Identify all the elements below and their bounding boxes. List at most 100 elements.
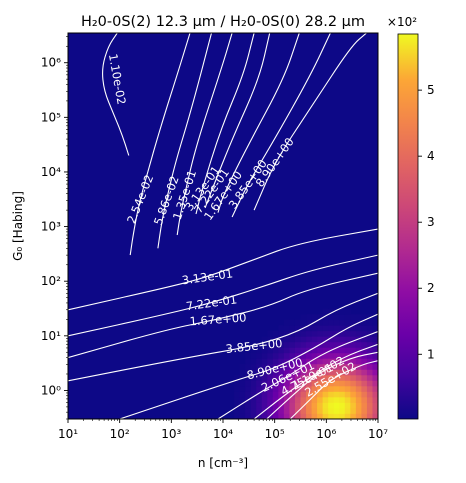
colorbar-gradient <box>397 33 419 420</box>
heatmap-cell <box>234 385 241 392</box>
heatmap-cell <box>328 385 335 392</box>
heatmap-cell <box>306 385 312 392</box>
heatmap-cell <box>283 385 290 392</box>
heatmap-cell <box>322 369 329 376</box>
heatmap-cell <box>250 374 257 381</box>
heatmap-cell <box>328 358 335 365</box>
heatmap-cell <box>311 325 318 332</box>
heatmap-cell <box>283 330 290 337</box>
heatmap-cell <box>372 319 378 326</box>
heatmap-cell <box>278 374 285 381</box>
heatmap-cell <box>294 391 301 398</box>
heatmap-cell <box>361 402 368 409</box>
y-axis-label: G₀ [Habing] <box>11 191 25 261</box>
heatmap-cell <box>366 363 373 370</box>
heatmap-cell <box>261 347 268 354</box>
heatmap-cell <box>289 330 296 337</box>
heatmap-cell <box>245 363 252 370</box>
heatmap-cell <box>355 407 362 414</box>
heatmap-cell <box>322 413 329 419</box>
heatmap-cell <box>234 374 241 381</box>
heatmap-cell <box>294 341 301 348</box>
heatmap-cell <box>317 358 324 365</box>
heatmap-cell <box>250 363 257 370</box>
heatmap-cell <box>372 330 378 337</box>
heatmap-cell <box>344 341 351 348</box>
heatmap-cell <box>328 314 335 321</box>
x-tick-label: 10⁶ <box>316 427 336 441</box>
heatmap-cell <box>245 391 252 398</box>
x-tick-label: 10⁴ <box>213 427 233 441</box>
heatmap-cell <box>361 319 368 326</box>
heatmap-cell <box>350 314 357 321</box>
heatmap-cell <box>328 369 335 376</box>
heatmap-cell <box>300 347 307 354</box>
heatmap-cell <box>339 369 346 376</box>
heatmap-cell <box>355 314 362 321</box>
heatmap-cell <box>283 358 290 365</box>
heatmap-cell <box>278 358 285 365</box>
heatmap-cell <box>311 363 318 370</box>
heatmap-cell <box>311 380 318 387</box>
heatmap-cell <box>311 336 318 343</box>
heatmap-cell <box>333 341 340 348</box>
heatmap-cell <box>372 369 378 376</box>
heatmap-cell <box>294 319 301 326</box>
heatmap-cell <box>283 380 290 387</box>
contour-line <box>289 360 378 419</box>
heatmap-cell <box>328 308 335 315</box>
heatmap-cell <box>289 363 296 370</box>
heatmap-cell <box>322 347 329 354</box>
y-tick-label: 10¹ <box>41 329 61 343</box>
heatmap-cell <box>350 319 357 326</box>
heatmap-cell <box>300 319 307 326</box>
heatmap-cell <box>333 402 340 409</box>
heatmap-cell <box>306 336 312 343</box>
x-axis-label: n [cm⁻³] <box>198 456 248 470</box>
heatmap-cell <box>267 352 274 359</box>
heatmap-cell <box>344 369 351 376</box>
heatmap-cell <box>300 341 307 348</box>
heatmap-cell <box>317 369 324 376</box>
heatmap-cell <box>306 413 312 419</box>
heatmap-cell <box>250 369 257 376</box>
heatmap-cell <box>361 374 368 381</box>
heatmap-cell <box>328 380 335 387</box>
contour-line <box>253 343 378 419</box>
colorbar-tick-label: 1 <box>427 347 435 361</box>
heatmap-cell <box>300 352 307 359</box>
heatmap-cell <box>256 380 263 387</box>
heatmap-cell <box>272 402 279 409</box>
heatmap-cell <box>256 374 263 381</box>
heatmap-cell <box>333 369 340 376</box>
heatmap-cell <box>278 407 285 414</box>
heatmap-cell <box>366 402 373 409</box>
heatmap-cell <box>256 385 263 392</box>
heatmap-cell <box>328 325 335 332</box>
colorbar-tick-label: 5 <box>427 83 435 97</box>
heatmap-cell <box>355 374 362 381</box>
heatmap-cell <box>366 385 373 392</box>
heatmap-cell <box>328 402 335 409</box>
heatmap-cell <box>289 385 296 392</box>
heatmap-cell <box>339 352 346 359</box>
heatmap-cell <box>283 319 290 326</box>
heatmap-cell <box>294 336 301 343</box>
heatmap-cell <box>322 391 329 398</box>
heatmap-cell <box>344 407 351 414</box>
heatmap-cell <box>306 369 312 376</box>
contour-lines <box>68 33 378 419</box>
heatmap-cell <box>350 347 357 354</box>
heatmap-cell <box>267 402 274 409</box>
heatmap-cell <box>350 380 357 387</box>
contour-line <box>204 33 271 209</box>
heatmap-cell <box>261 369 268 376</box>
heatmap-cell <box>344 347 351 354</box>
heatmap-cell <box>283 374 290 381</box>
heatmap-cell <box>322 396 329 403</box>
heatmap-cell <box>366 369 373 376</box>
y-tick-label: 10⁴ <box>41 165 61 179</box>
heatmap-cell <box>239 391 246 398</box>
heatmap-cell <box>366 396 373 403</box>
